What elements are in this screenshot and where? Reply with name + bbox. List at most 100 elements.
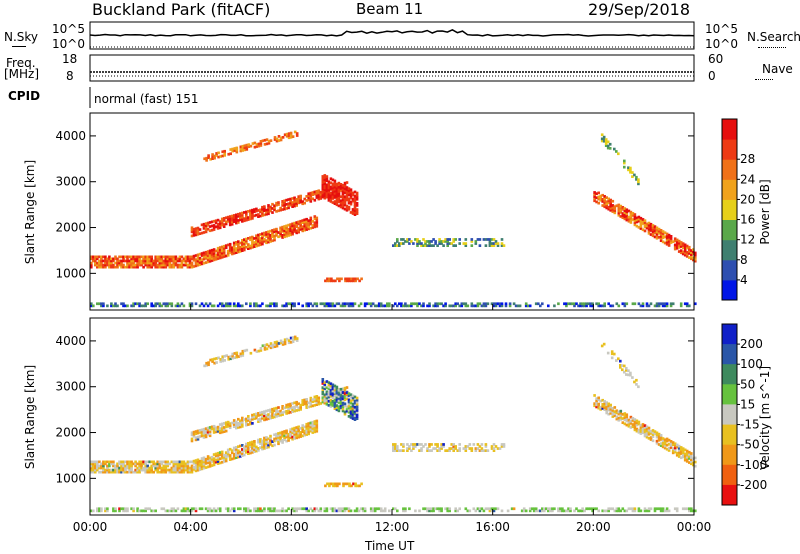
heatmap-cell bbox=[170, 304, 174, 308]
heatmap-cell bbox=[438, 240, 441, 243]
heatmap-cell bbox=[379, 304, 383, 308]
heatmap-cell bbox=[683, 251, 687, 255]
heatmap-cell bbox=[265, 241, 268, 245]
heatmap-cell bbox=[198, 462, 202, 465]
heatmap-cell bbox=[257, 233, 260, 237]
heatmap-cell bbox=[690, 462, 693, 466]
heatmap-cell bbox=[226, 302, 230, 306]
heatmap-cell bbox=[267, 409, 270, 412]
heatmap-cell bbox=[667, 438, 671, 442]
heatmap-cell bbox=[293, 407, 296, 411]
heatmap-cell bbox=[671, 302, 675, 306]
heatmap-cell bbox=[283, 233, 286, 237]
heatmap-cell bbox=[118, 259, 121, 263]
heatmap-cell bbox=[303, 228, 306, 232]
heatmap-cell bbox=[363, 509, 367, 513]
heatmap-cell bbox=[313, 424, 317, 428]
heatmap-cell bbox=[293, 507, 296, 511]
heatmap-cell bbox=[192, 232, 196, 235]
heatmap-cell bbox=[349, 196, 353, 200]
heatmap-cell bbox=[597, 404, 600, 408]
heatmap-cell bbox=[241, 304, 244, 308]
heatmap-cell bbox=[261, 447, 264, 451]
heatmap-cell bbox=[309, 429, 313, 433]
heatmap-cell bbox=[339, 392, 343, 395]
heatmap-cell bbox=[351, 408, 355, 412]
heatmap-cell bbox=[174, 509, 178, 513]
heatmap-cell bbox=[283, 410, 286, 414]
heatmap-cell bbox=[164, 460, 168, 464]
heatmap-cell bbox=[327, 188, 331, 192]
heatmap-cell bbox=[327, 393, 331, 397]
x-tick-label: 00:00 bbox=[677, 520, 712, 534]
heatmap-cell bbox=[581, 507, 584, 511]
heatmap-cell bbox=[649, 432, 653, 435]
heatmap-cell bbox=[604, 140, 608, 143]
heatmap-cell bbox=[247, 450, 250, 453]
heatmap-cell bbox=[305, 509, 308, 513]
heatmap-cell bbox=[353, 213, 357, 216]
heatmap-cell bbox=[269, 238, 272, 241]
heatmap-cell bbox=[613, 509, 617, 513]
heatmap-cell bbox=[599, 399, 602, 403]
heatmap-cell bbox=[100, 466, 103, 470]
heatmap-cell bbox=[265, 442, 268, 445]
heatmap-cell bbox=[317, 509, 321, 513]
heatmap-cell bbox=[600, 344, 604, 348]
heatmap-cell bbox=[657, 432, 661, 436]
heatmap-cell bbox=[291, 226, 294, 230]
heatmap-cell bbox=[285, 433, 288, 437]
heatmap-cell bbox=[353, 194, 357, 198]
heatmap-cell bbox=[241, 349, 245, 353]
heatmap-cell bbox=[657, 507, 661, 511]
heatmap-cell bbox=[224, 220, 228, 224]
heatmap-cell bbox=[635, 423, 639, 427]
heatmap-cell bbox=[355, 407, 359, 410]
heatmap-cell bbox=[295, 337, 299, 340]
heatmap-cell bbox=[681, 447, 685, 450]
heatmap-cell bbox=[90, 257, 93, 261]
heatmap-cell bbox=[452, 443, 455, 446]
heatmap-cell bbox=[343, 402, 347, 406]
heatmap-cell bbox=[651, 232, 655, 236]
heatmap-cell bbox=[327, 381, 331, 384]
heatmap-cell bbox=[617, 416, 621, 420]
heatmap-cell bbox=[331, 393, 335, 397]
heatmap-cell bbox=[416, 238, 419, 241]
heatmap-cell bbox=[444, 449, 447, 452]
heatmap-cell bbox=[251, 241, 254, 245]
heatmap-cell bbox=[597, 302, 600, 306]
heatmap-cell bbox=[679, 243, 683, 246]
heatmap-cell bbox=[690, 257, 693, 261]
heatmap-cell bbox=[247, 417, 250, 420]
heatmap-cell bbox=[639, 227, 643, 230]
heatmap-cell bbox=[273, 238, 276, 242]
heatmap-cell bbox=[458, 238, 461, 241]
heatmap-cell bbox=[176, 462, 180, 466]
heatmap-cell bbox=[261, 214, 264, 217]
heatmap-cell bbox=[247, 444, 250, 447]
heatmap-cell bbox=[331, 192, 335, 196]
heatmap-cell bbox=[333, 187, 337, 191]
heatmap-cell bbox=[295, 409, 298, 412]
heatmap-cell bbox=[641, 222, 645, 225]
heatmap-cell bbox=[462, 302, 466, 306]
heatmap-cell bbox=[323, 196, 327, 200]
heatmap-cell bbox=[168, 509, 172, 513]
heatmap-cell bbox=[448, 242, 451, 245]
heatmap-cell bbox=[649, 430, 653, 433]
heatmap-cell bbox=[241, 450, 244, 453]
heatmap-cell bbox=[297, 199, 300, 203]
heatmap-cell bbox=[200, 463, 204, 467]
heatmap-cell bbox=[688, 304, 691, 308]
heatmap-cell bbox=[210, 257, 214, 260]
heatmap-cell bbox=[317, 193, 321, 197]
heatmap-cell bbox=[331, 195, 335, 198]
heatmap-cell bbox=[331, 396, 335, 400]
y-tick-label: 1000 bbox=[55, 471, 86, 485]
heatmap-cell bbox=[331, 188, 335, 192]
heatmap-cell bbox=[394, 507, 397, 511]
heatmap-cell bbox=[120, 255, 123, 259]
heatmap-cell bbox=[335, 195, 339, 198]
heatmap-cell bbox=[281, 439, 284, 442]
